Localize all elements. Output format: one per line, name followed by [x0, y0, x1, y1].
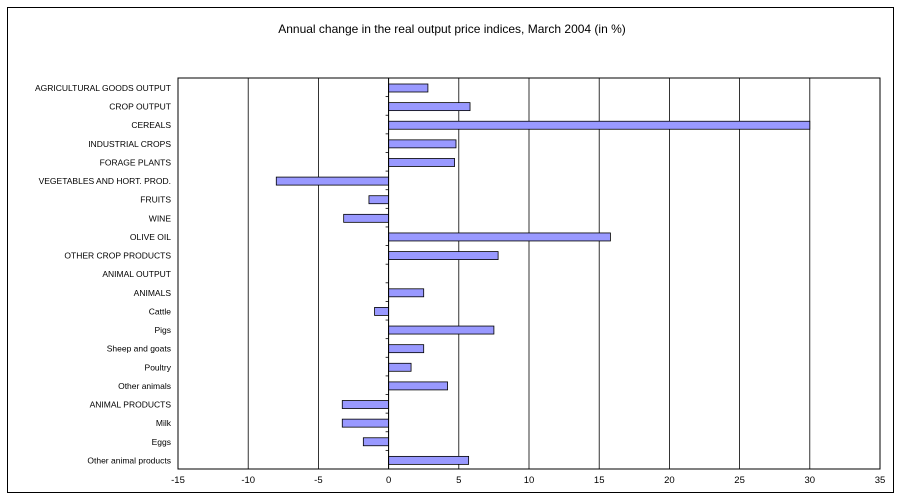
category-label: Poultry	[145, 362, 172, 372]
bar-wine	[343, 213, 389, 223]
category-label: WINE	[149, 213, 172, 223]
x-tick-label: 25	[734, 475, 745, 486]
bar-fruits	[368, 195, 390, 205]
x-tick-label: -15	[171, 475, 185, 486]
chart-frame	[7, 7, 894, 493]
category-label: INDUSTRIAL CROPS	[88, 139, 171, 149]
bar-other-animal-products	[388, 455, 470, 465]
category-label: OTHER CROP PRODUCTS	[64, 251, 171, 261]
bar-cattle	[374, 307, 389, 316]
grid-lines	[177, 78, 881, 469]
bar-animals	[388, 288, 425, 298]
category-label: FRUITS	[140, 195, 171, 205]
bar-industrial-crops	[388, 139, 457, 149]
bar-pigs	[388, 325, 495, 335]
bar-forage-plants	[388, 158, 455, 167]
bar-animal-products	[341, 400, 390, 409]
category-label: Cattle	[149, 306, 171, 316]
bar-poultry	[388, 362, 412, 372]
x-tick-label: 5	[456, 475, 461, 486]
bar-agricultural-goods-output	[388, 83, 429, 93]
bar-sheep-and-goats	[388, 344, 425, 354]
bar-vegetables-and-hort-prod	[275, 176, 389, 186]
bar-other-animals	[388, 381, 448, 391]
category-label: Eggs	[152, 437, 171, 447]
x-tick-label: 10	[524, 475, 535, 486]
category-label: CEREALS	[131, 120, 171, 130]
category-label: VEGETABLES AND HORT. PROD.	[39, 176, 171, 186]
bar-milk	[341, 418, 390, 428]
category-label: Other animal products	[87, 455, 171, 465]
value-tick-labels: -15 -10 -5 0 5 10 15 20 25 30 35	[171, 475, 885, 486]
category-labels: AGRICULTURAL GOODS OUTPUT CROP OUTPUT CERE…	[35, 83, 172, 465]
category-label: OLIVE OIL	[130, 232, 171, 242]
category-label: Milk	[156, 418, 172, 428]
category-label: CROP OUTPUT	[109, 102, 171, 112]
bar-cereals	[388, 120, 811, 130]
x-tick-label: 15	[594, 475, 605, 486]
x-tick-label: -10	[241, 475, 255, 486]
category-label: Sheep and goats	[107, 344, 171, 354]
x-tick-label: 0	[386, 475, 391, 486]
category-label: ANIMALS	[134, 288, 172, 298]
bars	[275, 83, 811, 465]
category-label: AGRICULTURAL GOODS OUTPUT	[35, 83, 171, 93]
bar-other-crop-products	[388, 251, 499, 260]
x-tick-label: 30	[805, 475, 816, 486]
category-axis	[385, 77, 390, 470]
category-label: ANIMAL PRODUCTS	[90, 400, 172, 410]
x-tick-label: -5	[314, 475, 322, 486]
x-tick-label: 35	[875, 475, 886, 486]
bar-eggs	[362, 437, 390, 447]
category-label: Pigs	[154, 325, 171, 335]
chart-title: Annual change in the real output price i…	[278, 22, 626, 36]
bar-crop-output	[388, 102, 471, 112]
x-tick-label: 20	[664, 475, 675, 486]
category-label: Other animals	[118, 381, 171, 391]
category-label: ANIMAL OUTPUT	[102, 269, 171, 279]
bar-olive-oil	[388, 232, 611, 242]
category-label: FORAGE PLANTS	[100, 157, 172, 167]
